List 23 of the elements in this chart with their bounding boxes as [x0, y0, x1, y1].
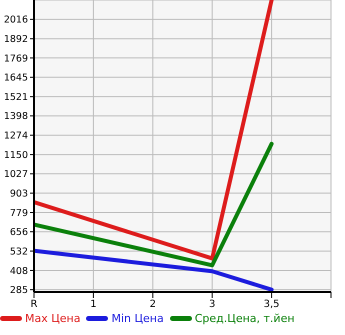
- legend-label: Min Цена: [110, 312, 164, 325]
- legend-label: Max Цена: [24, 312, 80, 325]
- x-tick-label: 2: [150, 299, 156, 310]
- x-tick-label: R: [30, 299, 38, 310]
- y-tick-label: 2016: [4, 14, 28, 26]
- x-tick-label: 3,5: [264, 299, 280, 310]
- x-tick-label: 3: [209, 299, 216, 310]
- y-tick-label: 1398: [4, 111, 28, 122]
- y-tick-label: 1645: [4, 72, 28, 84]
- y-tick-label: 1892: [4, 34, 28, 46]
- y-tick-label: 779: [10, 208, 28, 219]
- y-tick-label: 1027: [4, 169, 28, 180]
- y-tick-label: 656: [10, 227, 28, 238]
- y-tick-label: 1150: [4, 150, 28, 161]
- y-tick-label: 532: [10, 246, 28, 258]
- y-tick-label: 1521: [4, 92, 28, 104]
- x-tick-label: 1: [90, 299, 97, 310]
- y-tick-label: 408: [10, 266, 28, 277]
- y-tick-label: 1274: [4, 130, 28, 142]
- y-tick-label: 285: [10, 285, 28, 296]
- y-tick-label: 903: [10, 188, 28, 200]
- legend-label: Сред.Цена, т.йен: [194, 312, 295, 325]
- y-tick-label: 1769: [4, 53, 28, 64]
